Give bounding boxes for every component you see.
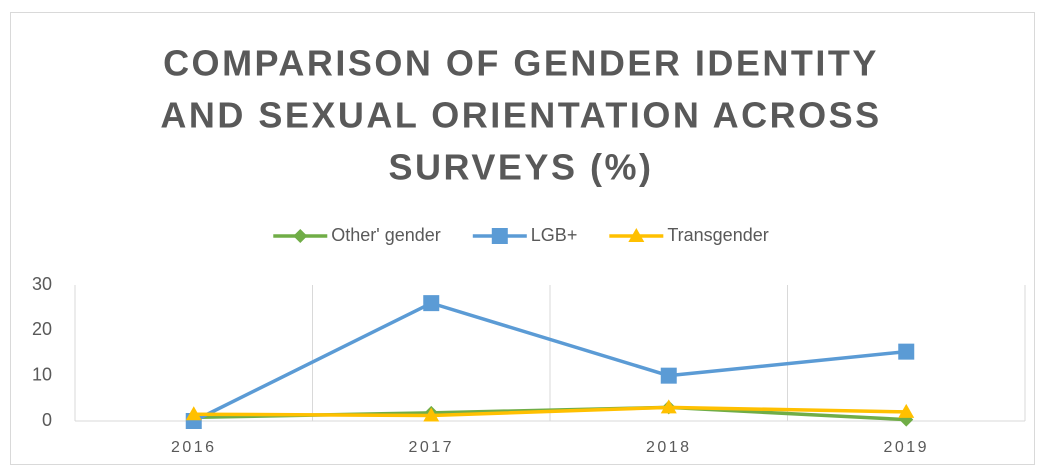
legend-label: LGB+: [531, 225, 578, 245]
series-line: [193, 405, 907, 418]
legend-label: Other' gender: [331, 225, 441, 245]
y-tick-label: 10: [32, 364, 52, 384]
marker: [423, 407, 440, 422]
legend-label: Transgender: [667, 225, 768, 245]
marker: [660, 399, 677, 414]
marker: [423, 295, 440, 312]
marker: [660, 367, 677, 384]
chart-border: [10, 12, 1035, 465]
x-tick-label: 2017: [408, 439, 454, 456]
marker: [185, 406, 202, 421]
series-line: [192, 301, 907, 423]
marker: [898, 343, 915, 360]
x-tick-label: 2018: [646, 439, 692, 456]
x-tick-label: 2019: [883, 439, 929, 456]
chart-title: COMPARISON OF GENDER IDENTITY: [163, 43, 879, 84]
marker: [898, 403, 915, 418]
marker: [491, 228, 508, 244]
y-tick-label: 30: [32, 274, 52, 294]
y-tick-label: 0: [42, 410, 52, 430]
legend: Other' gender LGB+ Transgender: [273, 225, 769, 245]
x-tick-label: 2016: [171, 439, 217, 456]
chart-title: AND SEXUAL ORIENTATION ACROSS: [160, 95, 881, 136]
marker: [628, 228, 645, 242]
marker: [293, 229, 308, 243]
chart-title: SURVEYS (%): [389, 147, 654, 188]
y-tick-label: 20: [32, 319, 52, 339]
